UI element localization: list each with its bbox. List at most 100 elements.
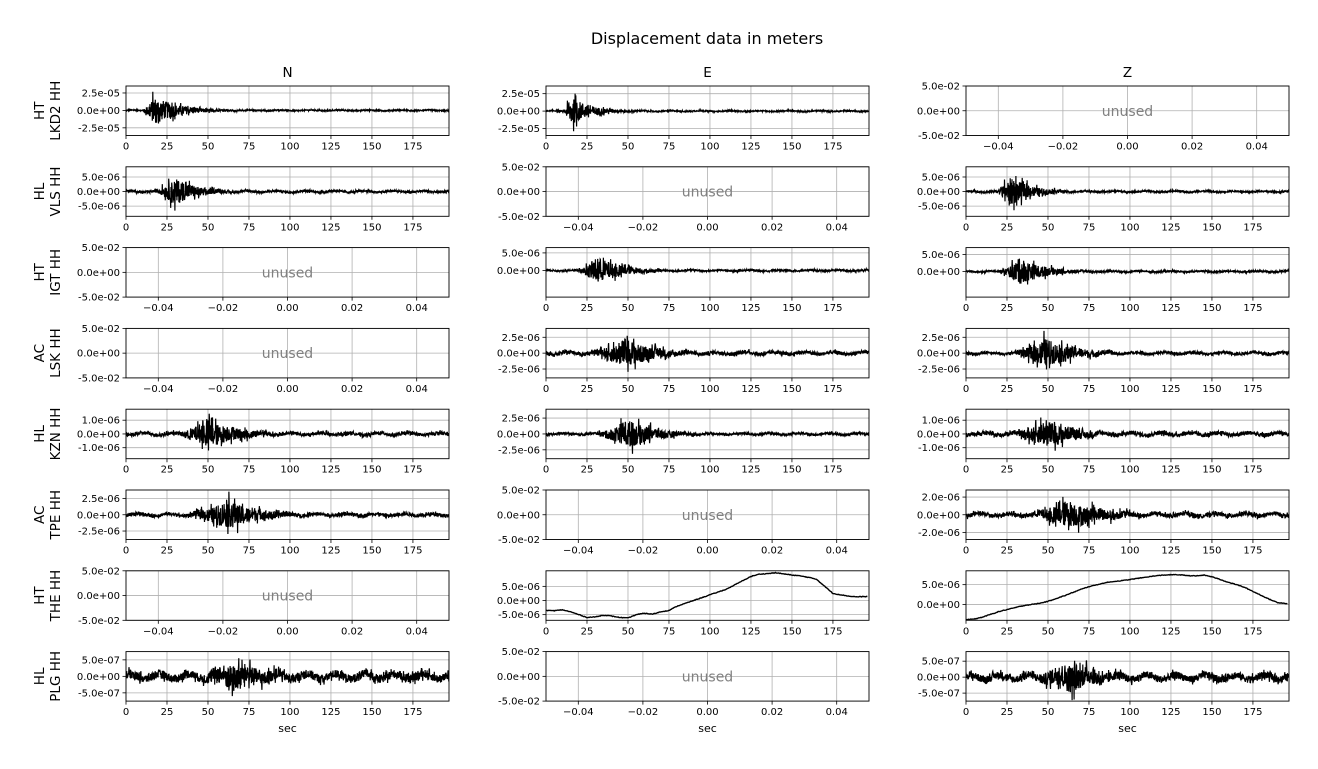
x-tick-label: 150 xyxy=(362,142,381,153)
x-tick-label: −0.02 xyxy=(628,707,659,718)
x-tick-label: 150 xyxy=(362,707,381,718)
x-tick-label: 50 xyxy=(1042,303,1055,314)
waveform-trace xyxy=(126,413,449,451)
y-tick-label: -5.0e-02 xyxy=(498,212,540,223)
x-tick-label: 100 xyxy=(1120,707,1139,718)
panel-frame xyxy=(125,166,450,217)
x-tick-label: 150 xyxy=(362,222,381,233)
displacement-trace xyxy=(546,571,868,619)
y-tick-label: 0.0e+00 xyxy=(77,591,120,602)
waveform-trace xyxy=(966,660,1289,701)
x-tick-label: 125 xyxy=(1161,546,1180,557)
y-tick-label: -5.0e-06 xyxy=(78,202,120,213)
x-tick-label: 175 xyxy=(1243,626,1262,637)
panel-frame xyxy=(965,247,1290,298)
x-tick-label: 75 xyxy=(663,465,676,476)
y-tick-label: 0.0e+00 xyxy=(497,187,540,198)
panel-frame xyxy=(125,85,450,136)
x-tick-label: 0.04 xyxy=(406,626,428,637)
y-tick-label: 0.0e+00 xyxy=(917,673,960,684)
y-tick-label: 0.0e+00 xyxy=(917,429,960,440)
row-network-label: HT xyxy=(32,101,48,120)
unused-label: unused xyxy=(682,669,733,685)
x-tick-label: 175 xyxy=(823,626,842,637)
x-tick-label: 0.02 xyxy=(761,222,783,233)
x-tick-label: 175 xyxy=(823,303,842,314)
waveform-trace xyxy=(966,258,1289,285)
x-axis-label-z: sec xyxy=(1118,722,1137,735)
x-tick-label: 75 xyxy=(1083,303,1096,314)
panel-tpe-z: 0 25 50 75 100 125 150 175 2.0e-06 0.0e+00 -2.0e-0… xyxy=(917,489,1290,557)
y-tick-label: 5.0e-02 xyxy=(502,162,540,173)
x-tick-label: 0.04 xyxy=(826,222,848,233)
y-tick-label: 0.0e+00 xyxy=(917,187,960,198)
x-tick-label: 100 xyxy=(700,465,719,476)
x-tick-label: 25 xyxy=(1001,626,1014,637)
x-tick-label: 25 xyxy=(1001,303,1014,314)
x-tick-label: 175 xyxy=(403,142,422,153)
x-tick-label: 100 xyxy=(700,142,719,153)
waveform-trace xyxy=(126,91,449,124)
x-tick-label: 175 xyxy=(403,546,422,557)
x-tick-label: 150 xyxy=(1202,707,1221,718)
unused-label: unused xyxy=(682,185,733,201)
panel-frame xyxy=(545,408,870,460)
x-tick-label: 0 xyxy=(963,465,969,476)
panel-plg-e: −0.04 −0.02 0.00 0.02 0.04 5.0e-02 0.0e+00 -5.0… xyxy=(497,647,870,718)
x-tick-label: 175 xyxy=(1243,546,1262,557)
x-tick-label: 150 xyxy=(1202,222,1221,233)
panel-frame xyxy=(965,85,1290,136)
x-tick-label: 75 xyxy=(663,384,676,395)
y-tick-label: -5.0e-02 xyxy=(78,616,120,627)
x-tick-label: −0.02 xyxy=(208,303,239,314)
x-tick-label: −0.02 xyxy=(1048,142,1079,153)
row-station-label: VLS HH xyxy=(48,167,64,217)
row-label-3: AC LSK HH xyxy=(32,328,64,378)
x-tick-label: 75 xyxy=(663,303,676,314)
x-tick-label: 75 xyxy=(1083,384,1096,395)
x-tick-label: 0 xyxy=(543,465,549,476)
y-tick-label: 5.0e-02 xyxy=(82,243,120,254)
row-label-1: HL VLS HH xyxy=(32,167,64,217)
y-tick-label: 0.0e+00 xyxy=(497,349,540,360)
figure-title: Displacement data in meters xyxy=(591,29,823,48)
unused-label: unused xyxy=(262,589,313,605)
y-tick-label: 0.0e+00 xyxy=(497,429,540,440)
x-tick-label: 0.00 xyxy=(276,384,298,395)
x-tick-label: 0.00 xyxy=(696,222,718,233)
column-title-e: E xyxy=(703,65,712,81)
y-tick-label: -2.5e-06 xyxy=(78,527,120,538)
panel-the-z: 0 25 50 75 100 125 150 175 5.0e-06 0.0e+00 xyxy=(917,570,1290,637)
x-tick-label: 0.02 xyxy=(761,546,783,557)
panel-kzn-z: 0 25 50 75 100 125 150 175 1.0e-06 0.0e+00 -1.0e-0… xyxy=(917,408,1290,476)
panel-lsk-z: 0 25 50 75 100 125 150 175 2.5e-06 0.0e+00 -2.5e-0… xyxy=(917,327,1290,395)
x-tick-label: −0.02 xyxy=(628,222,659,233)
row-station-label: THE HH xyxy=(48,570,64,623)
y-tick-label: 5.0e-02 xyxy=(502,486,540,497)
row-network-label: AC xyxy=(32,506,48,524)
panel-frame xyxy=(545,651,870,702)
x-tick-label: 25 xyxy=(161,222,174,233)
x-tick-label: −0.02 xyxy=(208,384,239,395)
x-tick-label: −0.04 xyxy=(983,142,1014,153)
y-tick-label: 0.0e+00 xyxy=(77,510,120,521)
x-tick-label: 100 xyxy=(280,222,299,233)
panel-frame xyxy=(965,327,1290,379)
x-tick-label: 175 xyxy=(1243,707,1262,718)
x-tick-label: 150 xyxy=(1202,626,1221,637)
panel-the-e: 0 25 50 75 100 125 150 175 5.0e-06 0.0e+00 -5.0e-0… xyxy=(497,570,870,637)
waveform-trace xyxy=(546,93,869,132)
x-tick-label: 0.02 xyxy=(341,626,363,637)
x-tick-label: 100 xyxy=(1120,546,1139,557)
x-tick-label: 0 xyxy=(123,222,129,233)
y-tick-label: -2.5e-06 xyxy=(498,445,540,456)
panel-frame xyxy=(965,408,1290,460)
x-tick-label: 150 xyxy=(362,546,381,557)
panel-vls-e: −0.04 −0.02 0.00 0.02 0.04 5.0e-02 0.0e+00 -5.0… xyxy=(497,162,870,233)
x-tick-label: 0 xyxy=(543,303,549,314)
x-tick-label: 125 xyxy=(321,222,340,233)
x-tick-label: 125 xyxy=(1161,303,1180,314)
y-tick-label: 0.0e+00 xyxy=(77,106,120,117)
panel-the-n: −0.04 −0.02 0.00 0.02 0.04 5.0e-02 0.0e+00 -5.0… xyxy=(77,566,450,637)
